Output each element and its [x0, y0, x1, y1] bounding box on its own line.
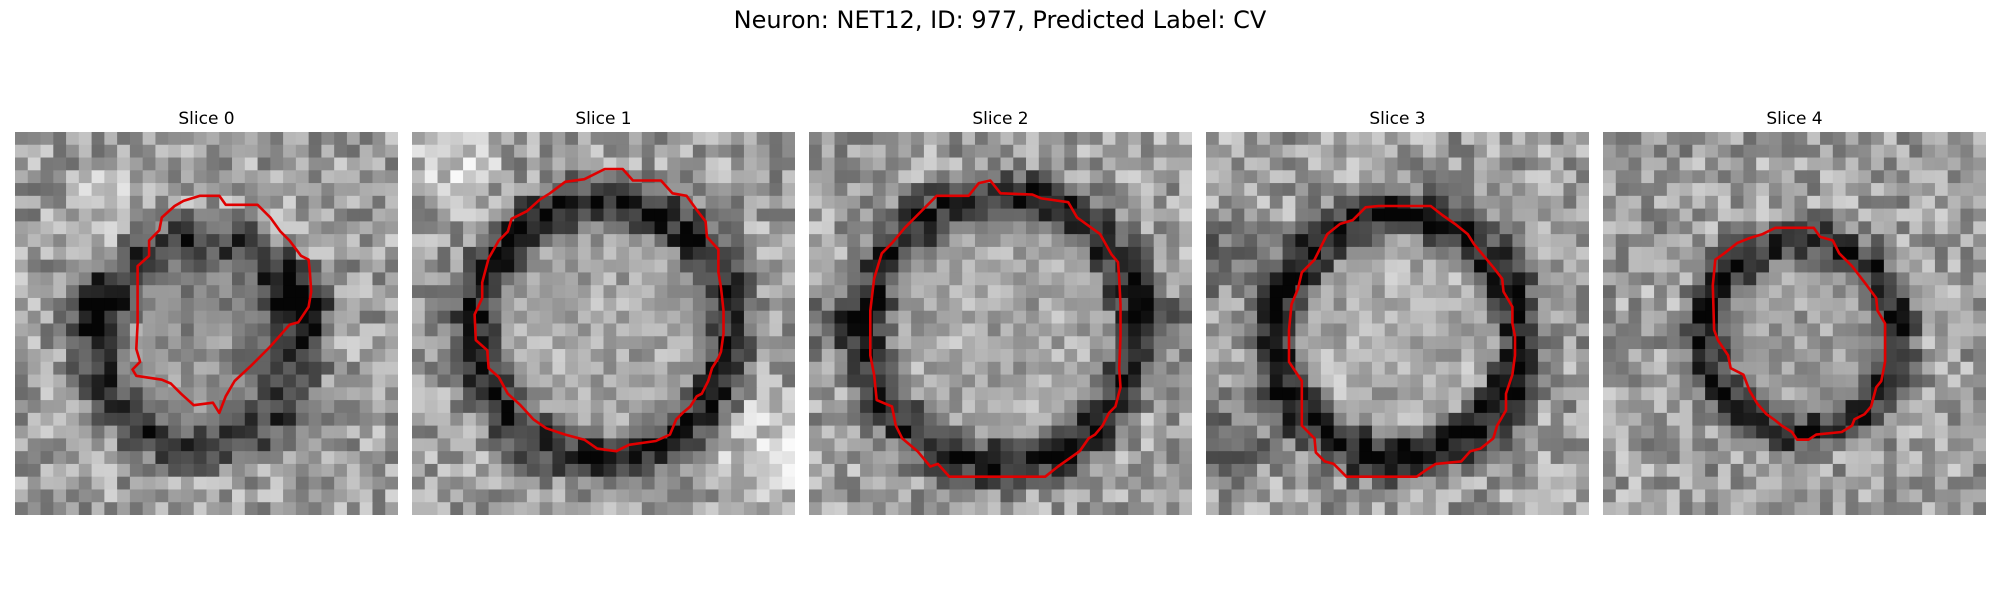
slice-image [15, 132, 398, 515]
slice-panel-1: Slice 1 [412, 108, 795, 515]
slice-panel-3: Slice 3 [1206, 108, 1589, 515]
segmentation-contour [131, 194, 313, 415]
segmentation-contour [1711, 226, 1887, 442]
segmentation-contour [1287, 204, 1517, 479]
slice-title: Slice 1 [575, 109, 632, 129]
slice-title: Slice 3 [1369, 109, 1426, 129]
slice-title: Slice 0 [178, 109, 235, 129]
slice-title: Slice 2 [972, 109, 1029, 129]
slice-title: Slice 4 [1766, 109, 1823, 129]
slice-image [1206, 132, 1589, 515]
segmentation-contour [473, 167, 725, 453]
slice-image [809, 132, 1192, 515]
figure-title: Neuron: NET12, ID: 977, Predicted Label:… [733, 6, 1267, 34]
slice-panel-2: Slice 2 [809, 108, 1192, 515]
slice-image [1603, 132, 1986, 515]
slice-panel-4: Slice 4 [1603, 108, 1986, 515]
segmentation-contour [868, 179, 1122, 479]
slice-image [412, 132, 795, 515]
slice-panel-0: Slice 0 [15, 108, 398, 515]
